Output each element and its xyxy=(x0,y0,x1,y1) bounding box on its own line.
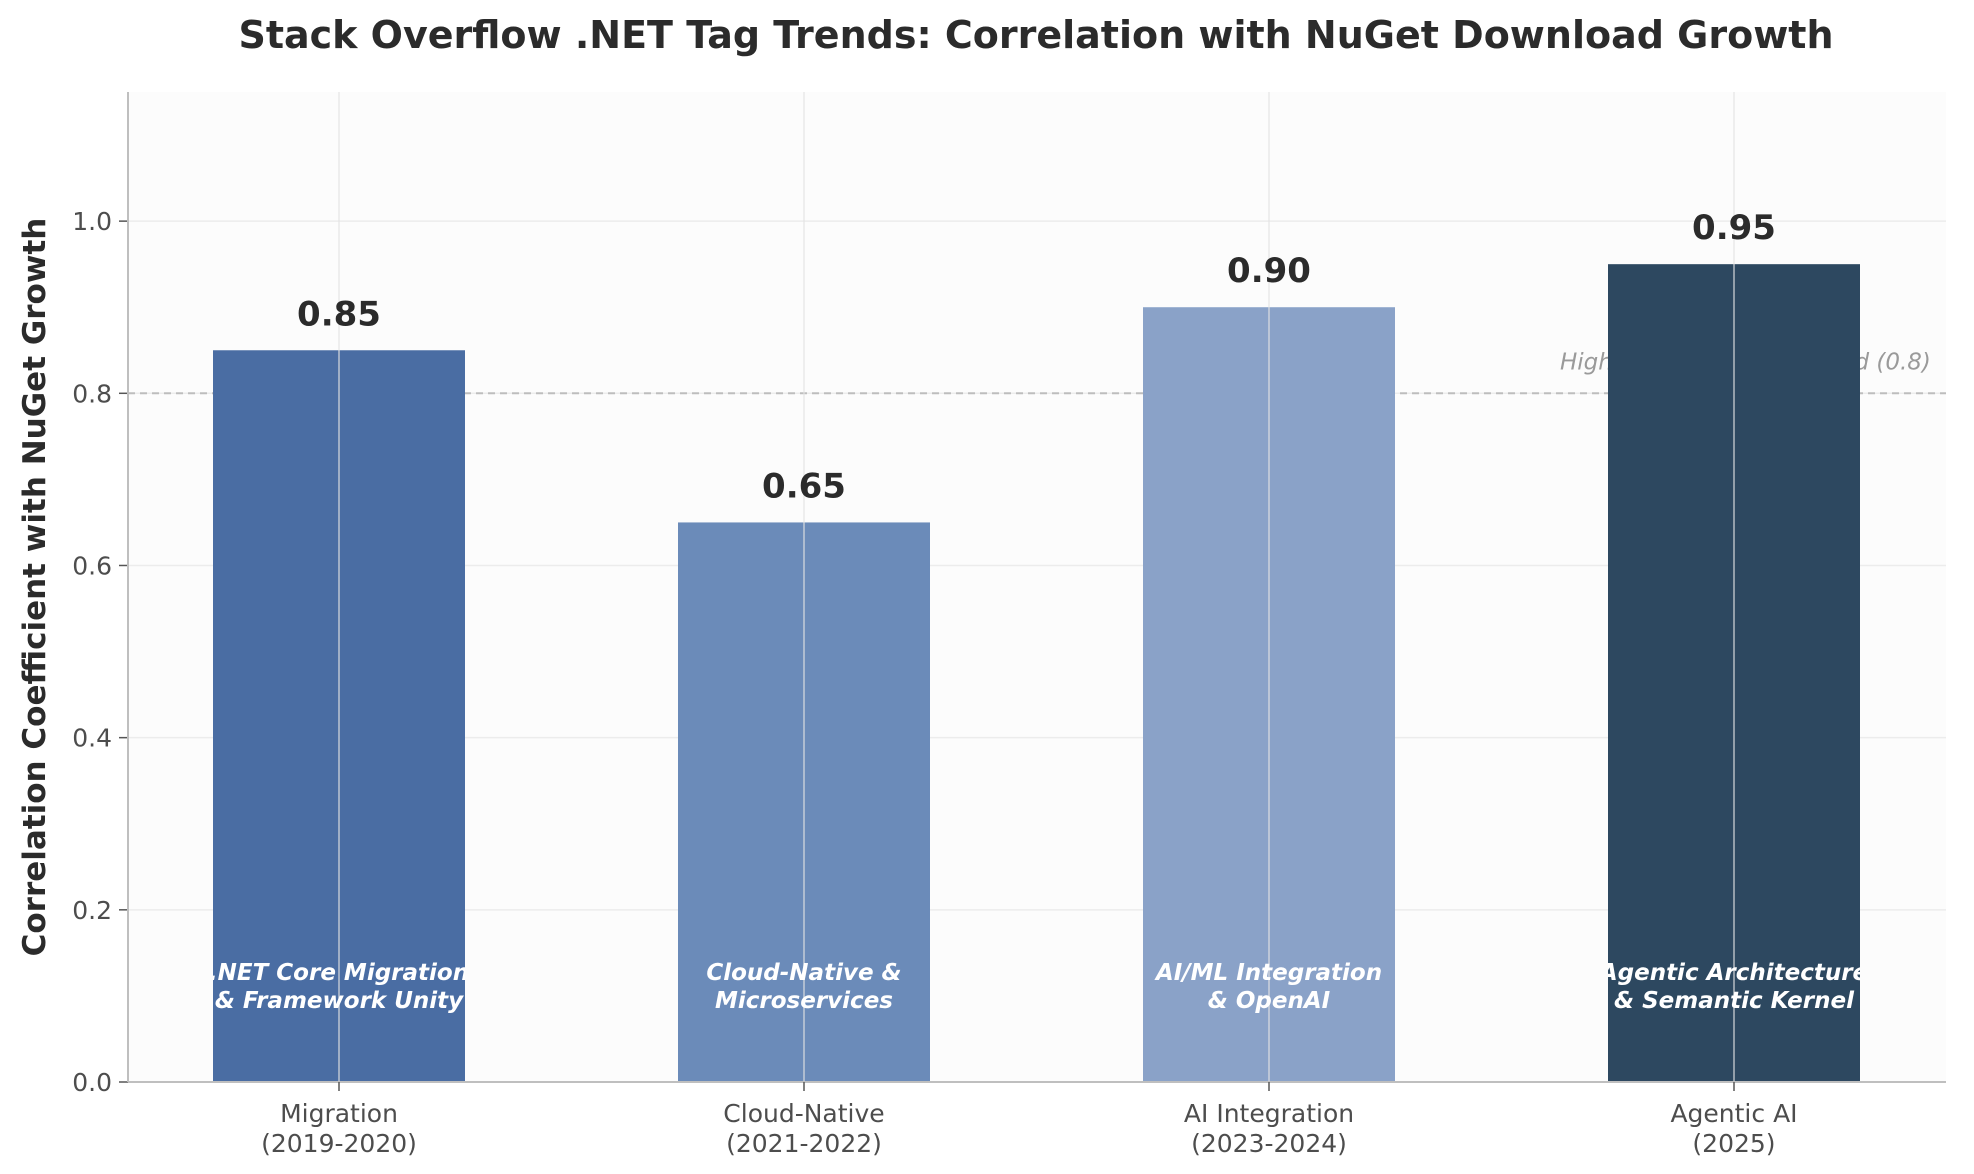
x-tick-label: Migration xyxy=(280,1099,398,1128)
bar-value-label: 0.90 xyxy=(1227,251,1311,291)
axes xyxy=(119,92,1946,1091)
y-tick-label: 0.2 xyxy=(72,896,112,925)
bar-annotation-label: .NET Core Migration xyxy=(209,960,469,986)
y-tick-label: 1.0 xyxy=(72,207,112,236)
y-tick-label: 0.6 xyxy=(72,551,112,580)
y-tick-label: 0.8 xyxy=(72,379,112,408)
x-tick-label: (2025) xyxy=(1692,1129,1775,1158)
y-tick-label: 0.0 xyxy=(72,1068,112,1097)
bar-annotation-label: & Framework Unity xyxy=(215,988,464,1014)
bar-value-label: 0.85 xyxy=(297,294,381,334)
y-tick-label: 0.4 xyxy=(72,724,112,753)
x-tick-label: Cloud-Native xyxy=(723,1099,884,1128)
bar-annotation-label: Agentic Architecture xyxy=(1598,960,1868,986)
bar-annotation-label: & OpenAI xyxy=(1208,988,1331,1014)
chart-title: Stack Overflow .NET Tag Trends: Correlat… xyxy=(238,13,1833,57)
vertical-gridlines xyxy=(338,92,1735,1082)
x-tick-label: (2021-2022) xyxy=(726,1129,882,1158)
bar-annotation-label: Microservices xyxy=(715,988,893,1014)
bar-annotation-label: AI/ML Integration xyxy=(1154,960,1382,986)
bar-annotation-label: Cloud-Native & xyxy=(706,960,901,986)
y-axis-label: Correlation Coefficient with NuGet Growt… xyxy=(17,218,53,957)
bar-value-label: 0.65 xyxy=(762,466,846,506)
x-tick-label: AI Integration xyxy=(1184,1099,1354,1128)
x-tick-label: Agentic AI xyxy=(1670,1099,1797,1128)
x-tick-label: (2019-2020) xyxy=(261,1129,417,1158)
bar-annotation-label: & Semantic Kernel xyxy=(1614,988,1855,1014)
x-tick-label: (2023-2024) xyxy=(1191,1129,1347,1158)
bar-value-label: 0.95 xyxy=(1692,208,1776,248)
labels: 0.0 0.2 0.4 0.6 0.8 1.0 0.85 0.65 0.90 0.95 .NET C… xyxy=(72,207,1868,1158)
